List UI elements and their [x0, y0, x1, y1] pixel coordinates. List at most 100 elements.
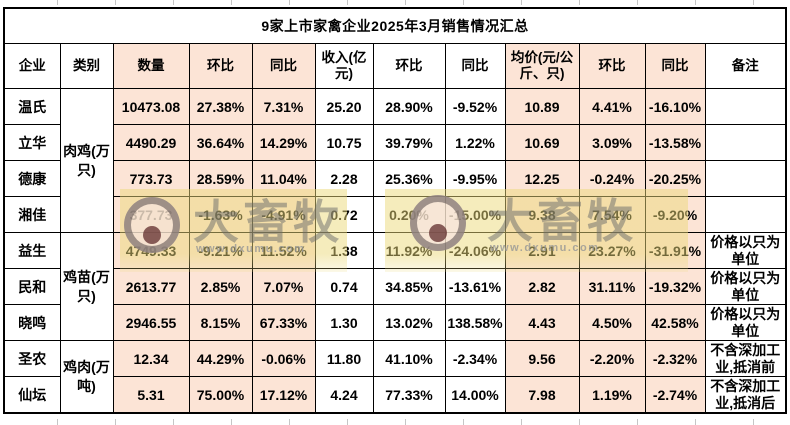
cell-note[interactable]: 不含深加工业,抵消后: [704, 376, 787, 414]
cell-revenue-mom[interactable]: 28.90%: [372, 88, 446, 125]
cell-price-yoy[interactable]: -2.32%: [644, 340, 706, 377]
cell-avg-price[interactable]: 7.98: [504, 376, 580, 414]
cell-revenue[interactable]: 4.24: [314, 376, 374, 414]
cell-quantity-yoy[interactable]: 7.31%: [251, 88, 316, 125]
cell-quantity-yoy[interactable]: 7.07%: [251, 268, 316, 305]
cell-quantity-mom[interactable]: -1.63%: [188, 196, 253, 233]
category-cell[interactable]: 鸡肉(万吨): [59, 340, 114, 414]
cell-price-yoy[interactable]: -20.25%: [644, 160, 706, 197]
company-name[interactable]: 湘佳: [3, 196, 61, 233]
cell-price-yoy[interactable]: -19.32%: [644, 268, 706, 305]
cell-quantity-mom[interactable]: 44.29%: [188, 340, 253, 377]
cell-revenue[interactable]: 1.30: [314, 304, 374, 341]
cell-avg-price[interactable]: 10.89: [504, 88, 580, 125]
cell-quantity[interactable]: 4490.29: [112, 124, 190, 161]
cell-quantity[interactable]: 4749.33: [112, 232, 190, 269]
cell-avg-price[interactable]: 10.69: [504, 124, 580, 161]
cell-revenue-yoy[interactable]: -9.52%: [444, 88, 506, 125]
cell-revenue[interactable]: 2.28: [314, 160, 374, 197]
cell-quantity-yoy[interactable]: 11.52%: [251, 232, 316, 269]
cell-price-mom[interactable]: 4.41%: [578, 88, 646, 125]
column-header[interactable]: 企业: [3, 43, 61, 89]
cell-price-mom[interactable]: 1.19%: [578, 376, 646, 414]
cell-note[interactable]: 价格以只为单位: [704, 268, 787, 305]
cell-revenue-mom[interactable]: 13.02%: [372, 304, 446, 341]
category-cell[interactable]: 肉鸡(万只): [59, 88, 114, 233]
cell-price-yoy[interactable]: -16.10%: [644, 88, 706, 125]
cell-quantity[interactable]: 377.73: [112, 196, 190, 233]
cell-quantity[interactable]: 2946.55: [112, 304, 190, 341]
cell-revenue-mom[interactable]: 11.92%: [372, 232, 446, 269]
cell-quantity-mom[interactable]: 36.64%: [188, 124, 253, 161]
cell-price-mom[interactable]: 7.54%: [578, 196, 646, 233]
cell-price-mom[interactable]: 31.11%: [578, 268, 646, 305]
company-name[interactable]: 立华: [3, 124, 61, 161]
column-header[interactable]: 数量: [112, 43, 190, 89]
column-header[interactable]: 均价(元/公斤、只): [504, 43, 580, 89]
column-header[interactable]: 环比: [188, 43, 253, 89]
cell-price-yoy[interactable]: -9.20%: [644, 196, 706, 233]
cell-quantity-yoy[interactable]: 17.12%: [251, 376, 316, 414]
cell-revenue[interactable]: 1.38: [314, 232, 374, 269]
cell-avg-price[interactable]: 9.56: [504, 340, 580, 377]
cell-revenue-mom[interactable]: 34.85%: [372, 268, 446, 305]
cell-revenue-yoy[interactable]: 1.22%: [444, 124, 506, 161]
cell-quantity-yoy[interactable]: 11.04%: [251, 160, 316, 197]
cell-note[interactable]: 价格以只为单位: [704, 232, 787, 269]
cell-avg-price[interactable]: 9.38: [504, 196, 580, 233]
cell-revenue-mom[interactable]: 39.79%: [372, 124, 446, 161]
cell-quantity-mom[interactable]: 2.85%: [188, 268, 253, 305]
cell-revenue-yoy[interactable]: 138.58%: [444, 304, 506, 341]
cell-price-yoy[interactable]: -2.74%: [644, 376, 706, 414]
cell-quantity-yoy[interactable]: -0.06%: [251, 340, 316, 377]
cell-quantity[interactable]: 2613.77: [112, 268, 190, 305]
cell-note[interactable]: [704, 88, 787, 125]
cell-note[interactable]: [704, 124, 787, 161]
cell-revenue[interactable]: 0.74: [314, 268, 374, 305]
cell-revenue-yoy[interactable]: -2.34%: [444, 340, 506, 377]
cell-price-mom[interactable]: 3.09%: [578, 124, 646, 161]
column-header[interactable]: 收入(亿元): [314, 43, 374, 89]
cell-revenue-yoy[interactable]: -15.00%: [444, 196, 506, 233]
cell-price-mom[interactable]: 23.27%: [578, 232, 646, 269]
table-title[interactable]: 9家上市家禽企业2025年3月销售情况汇总: [3, 7, 787, 44]
cell-quantity-mom[interactable]: 8.15%: [188, 304, 253, 341]
cell-revenue-mom[interactable]: 77.33%: [372, 376, 446, 414]
cell-avg-price[interactable]: 2.91: [504, 232, 580, 269]
cell-note[interactable]: [704, 160, 787, 197]
cell-revenue[interactable]: 10.75: [314, 124, 374, 161]
column-header[interactable]: 备注: [704, 43, 787, 89]
cell-quantity[interactable]: 10473.08: [112, 88, 190, 125]
cell-revenue-yoy[interactable]: -13.61%: [444, 268, 506, 305]
cell-note[interactable]: 价格以只为单位: [704, 304, 787, 341]
cell-note[interactable]: 不含深加工业,抵消前: [704, 340, 787, 377]
column-header[interactable]: 同比: [644, 43, 706, 89]
cell-quantity[interactable]: 12.34: [112, 340, 190, 377]
cell-note[interactable]: [704, 196, 787, 233]
cell-quantity-yoy[interactable]: -4.91%: [251, 196, 316, 233]
category-cell[interactable]: 鸡苗(万只): [59, 232, 114, 341]
cell-price-mom[interactable]: -0.24%: [578, 160, 646, 197]
cell-price-yoy[interactable]: -31.91%: [644, 232, 706, 269]
company-name[interactable]: 民和: [3, 268, 61, 305]
company-name[interactable]: 晓鸣: [3, 304, 61, 341]
column-header[interactable]: 同比: [251, 43, 316, 89]
cell-quantity[interactable]: 773.73: [112, 160, 190, 197]
cell-price-mom[interactable]: -2.20%: [578, 340, 646, 377]
cell-price-yoy[interactable]: -13.58%: [644, 124, 706, 161]
company-name[interactable]: 温氏: [3, 88, 61, 125]
cell-avg-price[interactable]: 4.43: [504, 304, 580, 341]
cell-revenue[interactable]: 0.72: [314, 196, 374, 233]
column-header[interactable]: 同比: [444, 43, 506, 89]
cell-revenue[interactable]: 25.20: [314, 88, 374, 125]
cell-quantity-yoy[interactable]: 14.29%: [251, 124, 316, 161]
cell-revenue[interactable]: 11.80: [314, 340, 374, 377]
cell-avg-price[interactable]: 2.82: [504, 268, 580, 305]
column-header[interactable]: 类别: [59, 43, 114, 89]
company-name[interactable]: 德康: [3, 160, 61, 197]
cell-quantity-mom[interactable]: 28.59%: [188, 160, 253, 197]
cell-revenue-yoy[interactable]: 14.00%: [444, 376, 506, 414]
cell-revenue-mom[interactable]: 0.20%: [372, 196, 446, 233]
company-name[interactable]: 益生: [3, 232, 61, 269]
cell-revenue-yoy[interactable]: -24.06%: [444, 232, 506, 269]
